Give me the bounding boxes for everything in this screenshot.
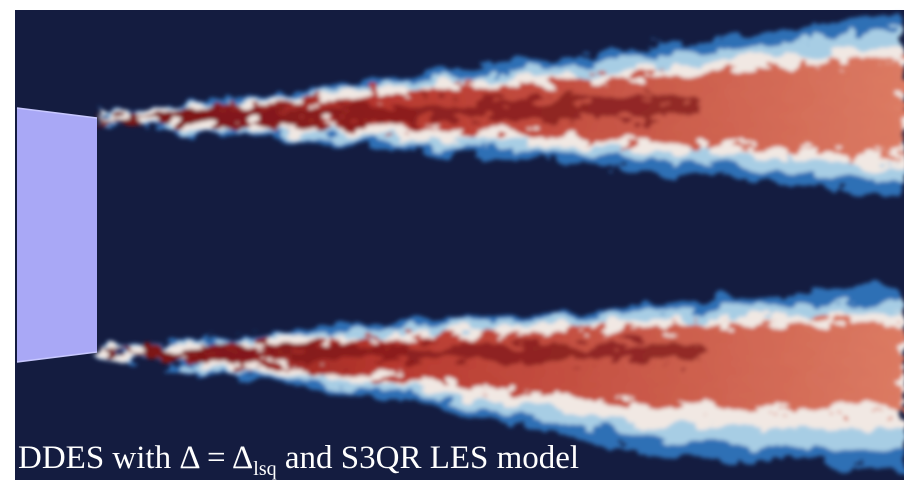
caption-main: DDES with Δ = Δ xyxy=(18,440,253,476)
caption-subscript: lsq xyxy=(253,458,276,480)
simulation-view: DDES with Δ = Δlsq and S3QR LES model xyxy=(0,0,904,491)
caption: DDES with Δ = Δlsq and S3QR LES model xyxy=(18,440,579,480)
caption-rest: and S3QR LES model xyxy=(277,440,580,476)
nozzle xyxy=(17,108,97,362)
